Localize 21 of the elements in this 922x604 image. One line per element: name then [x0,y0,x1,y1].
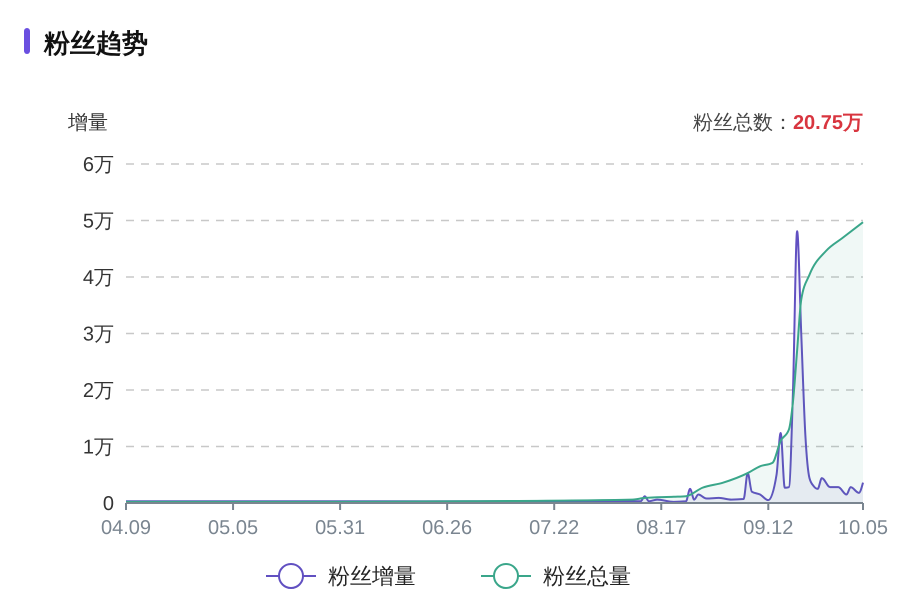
y-tick-label: 4万 [82,267,114,289]
chart-title: 粉丝趋势 [43,28,148,58]
y-tick-label: 3万 [82,324,114,346]
y-tick-label: 5万 [82,210,114,232]
text: 粉丝总数： [692,112,793,134]
x-tick-label: 07.22 [529,517,580,539]
y-tick-label: 1万 [82,436,114,458]
x-tick-label: 05.31 [315,517,366,539]
x-tick-label: 06.26 [422,517,472,539]
text: 20.75万 [792,112,863,134]
x-tick-label: 08.17 [636,517,686,539]
x-tick-label: 05.05 [208,517,258,539]
legend-label: 粉丝增量 [328,564,416,589]
legend-label: 粉丝总量 [543,564,631,589]
x-tick-label: 10.05 [838,517,888,539]
y-tick-label: 2万 [82,380,114,402]
x-tick-label: 04.09 [100,517,152,539]
y-tick-label: 0 [102,493,114,515]
x-tick-label: 09.12 [743,517,794,539]
y-tick-label: 6万 [82,154,114,176]
y-axis-title: 增量 [67,112,108,134]
